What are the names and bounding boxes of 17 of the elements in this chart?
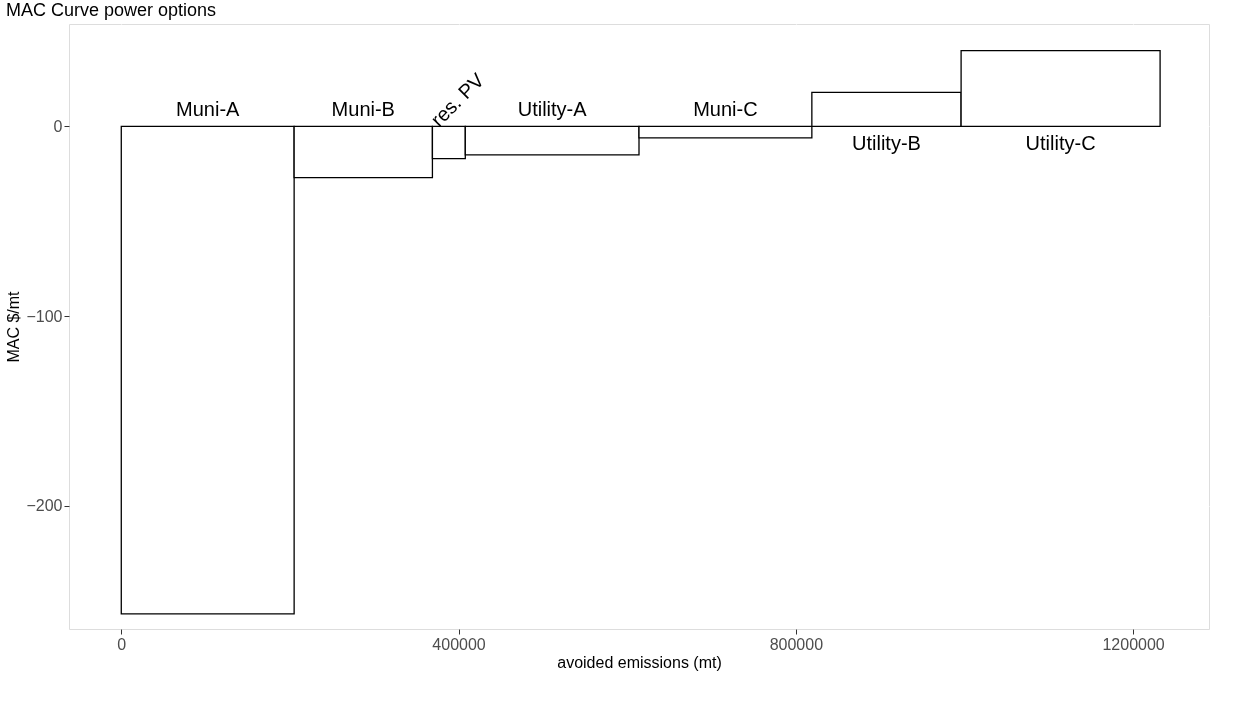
- x-tick-label: 1200000: [1102, 635, 1165, 653]
- chart-title: MAC Curve power options: [5, 0, 217, 20]
- x-tick-label: 400000: [432, 635, 486, 653]
- x-tick-label: 0: [117, 635, 127, 653]
- annotation: Muni-B: [331, 98, 395, 121]
- y-axis-title: MAC $/mt: [5, 290, 23, 363]
- annotation: Utility-C: [1025, 132, 1096, 155]
- annotation: Muni-A: [176, 98, 241, 121]
- annotation: Utility-A: [517, 98, 588, 121]
- annotation: res. PV: [426, 68, 489, 131]
- annotation: Utility-B: [852, 132, 921, 155]
- annotation: Muni-C: [693, 98, 758, 121]
- y-tick-label: −100: [26, 307, 63, 325]
- y-tick-label: −200: [26, 497, 63, 515]
- y-tick-label: 0: [53, 117, 63, 135]
- x-axis-title: avoided emissions (mt): [557, 653, 722, 671]
- x-tick-label: 800000: [769, 635, 824, 653]
